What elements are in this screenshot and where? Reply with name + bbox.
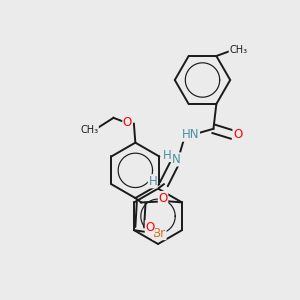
Text: Br: Br — [153, 226, 166, 240]
Text: CH₃: CH₃ — [80, 124, 98, 134]
Text: O: O — [145, 221, 154, 234]
Text: CH₃: CH₃ — [229, 45, 247, 55]
Text: O: O — [158, 192, 168, 205]
Text: O: O — [123, 116, 132, 129]
Text: H: H — [148, 175, 157, 188]
Text: HN: HN — [182, 128, 200, 141]
Text: N: N — [172, 153, 181, 166]
Text: O: O — [233, 128, 242, 141]
Text: H: H — [162, 148, 171, 161]
